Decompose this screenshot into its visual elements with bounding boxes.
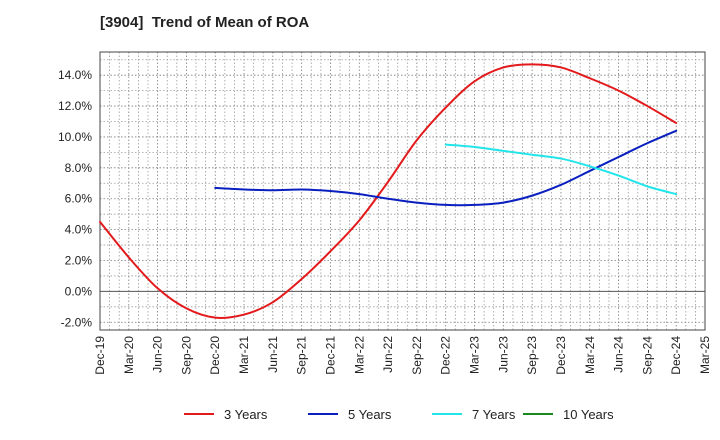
y-tick-label: 12.0% xyxy=(58,99,92,113)
x-tick-label: Mar-25 xyxy=(698,336,712,374)
y-tick-label: 0.0% xyxy=(65,284,93,298)
x-tick-label: Dec-21 xyxy=(323,336,337,375)
series-line-3-years xyxy=(99,63,678,319)
x-tick-label: Sep-20 xyxy=(179,336,193,375)
chart-title: [3904] Trend of Mean of ROA xyxy=(100,14,310,31)
series-line-5-years xyxy=(214,129,678,207)
y-tick-label: 2.0% xyxy=(65,254,93,268)
y-tick-label: 14.0% xyxy=(58,68,92,82)
y-tick-label: 8.0% xyxy=(65,161,93,175)
x-tick-label: Mar-24 xyxy=(583,336,597,374)
x-tick-label: Dec-20 xyxy=(208,336,222,375)
x-tick-label: Jun-21 xyxy=(266,336,280,373)
x-tick-label: Jun-24 xyxy=(612,336,626,373)
legend-label-5-years: 5 Years xyxy=(348,407,392,422)
y-tick-label: 10.0% xyxy=(58,130,92,144)
series-line-7-years xyxy=(444,143,678,196)
y-tick-label: -2.0% xyxy=(61,315,93,329)
x-tick-label: Sep-22 xyxy=(410,336,424,375)
x-tick-label: Sep-24 xyxy=(640,336,654,375)
x-tick-label: Mar-20 xyxy=(122,336,136,374)
x-tick-label: Jun-23 xyxy=(496,336,510,373)
legend-label-10-years: 10 Years xyxy=(563,407,614,422)
x-tick-label: Dec-23 xyxy=(554,336,568,375)
plot-area xyxy=(100,52,705,330)
plot-frame xyxy=(99,51,706,331)
x-tick-label: Sep-21 xyxy=(295,336,309,375)
y-tick-label: 6.0% xyxy=(65,192,93,206)
x-tick-label: Jun-22 xyxy=(381,336,395,373)
x-tick-label: Mar-23 xyxy=(468,336,482,374)
x-tick-label: Dec-22 xyxy=(439,336,453,375)
x-tick-label: Mar-22 xyxy=(352,336,366,374)
x-tick-label: Mar-21 xyxy=(237,336,251,374)
legend-label-3-years: 3 Years xyxy=(224,407,268,422)
legend-label-7-years: 7 Years xyxy=(472,407,516,422)
y-tick-label: 4.0% xyxy=(65,223,93,237)
x-tick-label: Jun-20 xyxy=(151,336,165,373)
x-tick-label: Sep-23 xyxy=(525,336,539,375)
x-tick-label: Dec-24 xyxy=(669,336,683,375)
x-tick-label: Dec-19 xyxy=(93,336,107,375)
